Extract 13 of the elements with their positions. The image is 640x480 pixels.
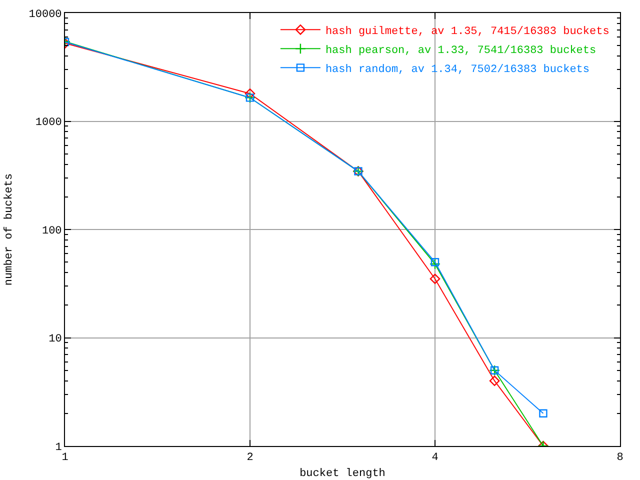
y-tick-label: 100 — [42, 225, 62, 238]
x-tick-label: 4 — [432, 452, 439, 464]
x-axis-title: bucket length — [300, 468, 386, 480]
legend-label: hash random, av 1.34, 7502/16383 buckets — [325, 64, 590, 76]
y-tick-label: 10 — [48, 334, 62, 346]
y-axis-title: number of buckets — [3, 173, 16, 286]
y-tick-label: 1 — [55, 442, 62, 454]
legend-label: hash pearson, av 1.33, 7541/16383 buckets — [325, 44, 596, 57]
y-tick-label: 10000 — [28, 8, 62, 21]
x-tick-label: 2 — [246, 452, 254, 464]
x-tick-label: 8 — [616, 452, 624, 464]
legend-label: hash guilmette, av 1.35, 7415/16383 buckets — [325, 26, 610, 38]
y-tick-label: 1000 — [35, 117, 62, 130]
